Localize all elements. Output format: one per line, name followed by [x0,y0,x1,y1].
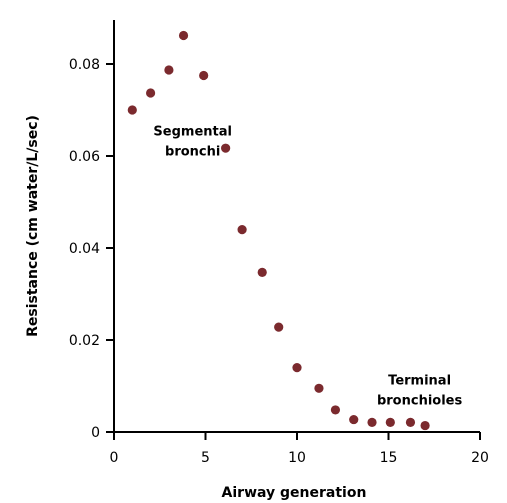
data-point [237,225,247,235]
annotation-label: Segmental bronchi [153,124,232,159]
annotation-label: Terminal bronchioles [377,374,463,409]
y-axis-title: Resistance (cm water/L/sec) [25,115,41,337]
annotation-line: Segmental [153,124,232,139]
y-tick-label: 0.02 [69,333,100,349]
data-point [314,383,324,393]
data-point [199,70,209,81]
axis-ticks: 0 0.02 0.04 0.06 0.08 0 5 10 15 20 [69,57,489,466]
data-point [349,414,359,425]
data-point [405,417,416,427]
data-point [367,417,377,427]
x-axis-title: Airway generation [222,485,367,501]
data-point [385,417,395,427]
y-tick-label: 0 [91,425,100,441]
y-tick-label: 0.06 [69,149,100,165]
annotation-line: bronchioles [377,394,463,409]
x-tick-label: 0 [110,450,119,466]
data-point [146,88,156,98]
x-tick-label: 10 [288,450,306,466]
y-tick-label: 0.08 [69,57,100,73]
annotation-line: Terminal [388,374,451,389]
x-tick-label: 5 [201,450,210,466]
x-tick-label: 20 [471,450,489,466]
data-point [274,322,284,332]
y-tick-label: 0.04 [69,241,100,257]
data-point [420,420,430,431]
data-point [164,65,174,75]
data-point [330,405,341,415]
data-points [127,30,430,431]
data-point [178,30,189,41]
data-point [221,143,231,153]
annotation-line: bronchi [165,144,220,159]
annotations: Segmental bronchi Terminal bronchioles [153,124,462,408]
data-point [127,105,137,115]
data-point [257,267,267,277]
x-tick-label: 15 [380,450,398,466]
data-point [292,363,302,373]
